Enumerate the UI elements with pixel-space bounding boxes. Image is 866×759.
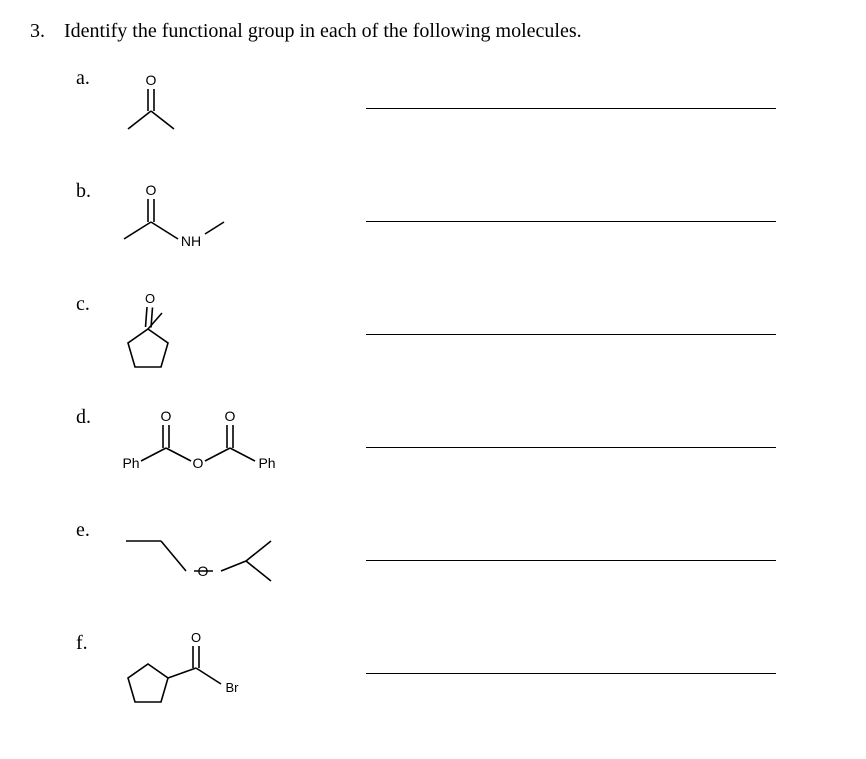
br-label: Br <box>226 680 240 695</box>
question-number: 3. <box>30 20 52 43</box>
sublabel-b: b. <box>76 174 106 203</box>
oxygen-label: O <box>146 182 157 198</box>
structure-a: O <box>106 61 336 156</box>
subitems-container: a. O b. <box>30 61 836 721</box>
answer-line-c[interactable] <box>366 334 776 335</box>
subitem-f: f. O Br <box>76 626 836 721</box>
subitem-e: e. O <box>76 513 836 608</box>
oxygen-label: O <box>191 630 201 645</box>
question-prompt: Identify the functional group in each of… <box>64 20 582 43</box>
oxygen-label: O <box>193 455 204 471</box>
subitem-b: b. O NH <box>76 174 836 269</box>
sublabel-c: c. <box>76 287 106 316</box>
sublabel-a: a. <box>76 61 106 90</box>
structure-c: O <box>106 287 336 382</box>
sublabel-d: d. <box>76 400 106 429</box>
answer-line-b[interactable] <box>366 221 776 222</box>
structure-f: O Br <box>106 626 336 721</box>
oxygen-label: O <box>225 408 236 424</box>
answer-line-d[interactable] <box>366 447 776 448</box>
answer-line-a[interactable] <box>366 108 776 109</box>
nh-label: NH <box>181 233 201 249</box>
oxygen-label: O <box>161 408 172 424</box>
structure-b: O NH <box>106 174 336 269</box>
structure-d: O O O Ph Ph <box>106 400 336 495</box>
answer-line-f[interactable] <box>366 673 776 674</box>
subitem-c: c. O <box>76 287 836 382</box>
answer-line-e[interactable] <box>366 560 776 561</box>
oxygen-label: O <box>146 72 157 88</box>
oxygen-label: O <box>145 291 155 306</box>
ph-right-label: Ph <box>258 455 275 471</box>
subitem-d: d. O O O Ph Ph <box>76 400 836 495</box>
sublabel-e: e. <box>76 513 106 542</box>
ph-left-label: Ph <box>122 455 139 471</box>
subitem-a: a. O <box>76 61 836 156</box>
structure-e: O <box>106 513 336 608</box>
sublabel-f: f. <box>76 626 106 655</box>
